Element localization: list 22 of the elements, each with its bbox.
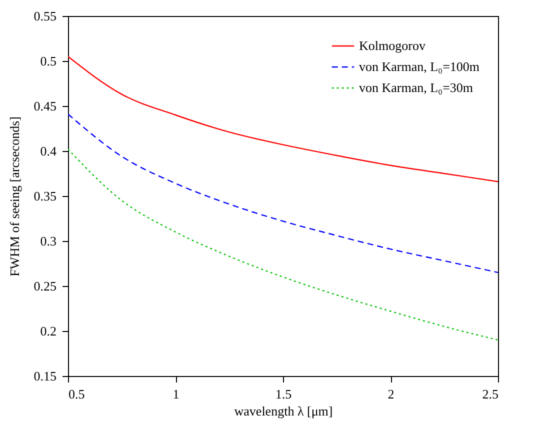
y-axis-title: FWHM of seeing [arcseconds] — [6, 116, 22, 276]
x-tick-label: 0.5 — [68, 386, 85, 402]
y-tick-label: 0.2 — [40, 324, 56, 338]
y-tick-label: 0.5 — [40, 54, 56, 68]
x-axis-title: wavelength λ [μm] — [234, 404, 333, 418]
y-tick-label: 0.45 — [34, 98, 56, 114]
legend-label: von Karman, L₀=30m — [359, 80, 474, 95]
x-tick-label: 1 — [172, 386, 180, 402]
legend-label: von Karman, L₀=100m — [359, 59, 480, 74]
y-tick-label: 0.3 — [40, 234, 56, 248]
y-tick-label: 0.35 — [34, 188, 56, 204]
x-tick-label: 2.5 — [482, 386, 498, 402]
line-series — [68, 148, 498, 341]
y-tick-label: 0.55 — [34, 8, 56, 24]
line-series — [68, 56, 498, 182]
y-tick-label: 0.4 — [40, 144, 57, 158]
y-tick-label: 0.15 — [34, 368, 56, 384]
x-tick-label: 1.5 — [275, 386, 292, 402]
y-tick-label: 0.25 — [34, 278, 56, 294]
x-tick-label: 2 — [388, 386, 394, 402]
line-series — [68, 114, 498, 274]
legend-label: Kolmogorov — [359, 38, 426, 53]
